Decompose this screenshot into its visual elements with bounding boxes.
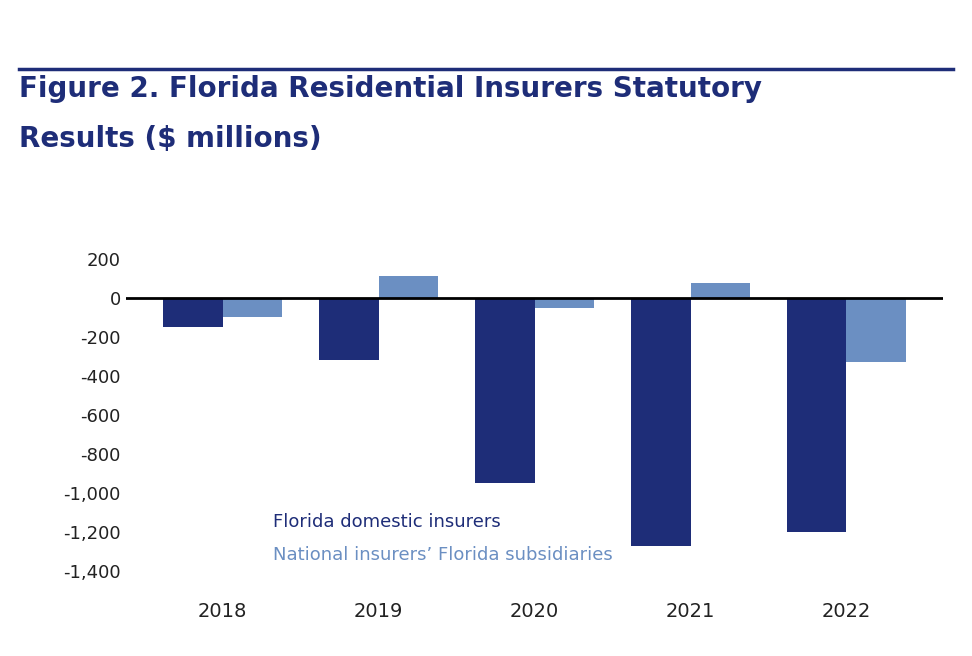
Bar	[535, 298, 594, 308]
Text: Florida domestic insurers: Florida domestic insurers	[273, 513, 502, 531]
Bar	[690, 283, 749, 298]
Text: National insurers’ Florida subsidiaries: National insurers’ Florida subsidiaries	[273, 546, 613, 564]
Bar	[847, 298, 906, 362]
Bar	[631, 298, 690, 546]
Text: Figure 2. Florida Residential Insurers Statutory: Figure 2. Florida Residential Insurers S…	[19, 75, 762, 104]
Text: Results ($ millions): Results ($ millions)	[19, 125, 322, 153]
Bar	[475, 298, 535, 483]
Bar	[320, 298, 379, 360]
Bar	[163, 298, 223, 327]
Bar	[787, 298, 847, 532]
Bar	[223, 298, 282, 318]
Bar	[379, 276, 438, 298]
